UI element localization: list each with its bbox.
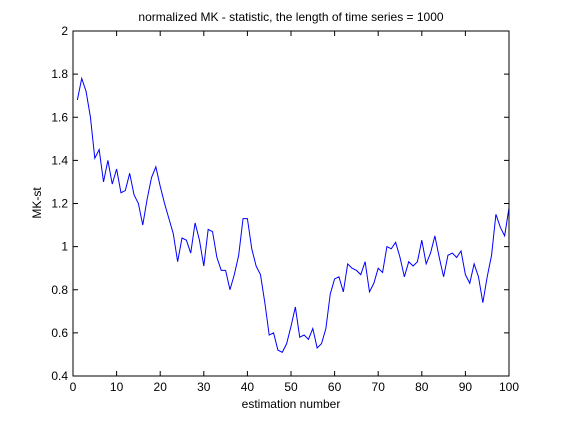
x-tick-label: 30	[197, 380, 211, 394]
x-tick-label: 40	[241, 380, 255, 394]
plot-border	[72, 30, 510, 377]
x-tick-label: 100	[499, 380, 519, 394]
x-tick-label: 0	[70, 380, 77, 394]
y-tick-label: 2	[61, 24, 68, 38]
y-tick-label: 0.8	[51, 283, 68, 297]
x-tick-label: 50	[284, 380, 298, 394]
y-tick-label: 1.8	[51, 67, 68, 81]
x-axis-label: estimation number	[242, 397, 341, 411]
x-tick-label: 60	[328, 380, 342, 394]
x-tick-label: 80	[415, 380, 429, 394]
chart-title: normalized MK - statistic, the length of…	[138, 10, 443, 24]
x-tick-label: 10	[110, 380, 124, 394]
y-tick-label: 1.6	[51, 110, 68, 124]
x-tick-label: 90	[459, 380, 473, 394]
plot-area	[73, 31, 509, 376]
x-tick-label: 20	[154, 380, 168, 394]
y-axis-label: MK-st	[30, 187, 44, 219]
series-line	[76, 76, 510, 353]
y-tick-label: 1	[61, 240, 68, 254]
y-tick-label: 1.2	[51, 197, 68, 211]
x-axis-ticks: 0 10 20 30 40 50 60 70 80 90 100	[70, 31, 519, 394]
y-tick-label: 0.4	[51, 369, 68, 383]
x-tick-label: 70	[372, 380, 386, 394]
y-tick-label: 1.4	[51, 153, 68, 167]
y-tick-label: 0.6	[51, 326, 68, 340]
